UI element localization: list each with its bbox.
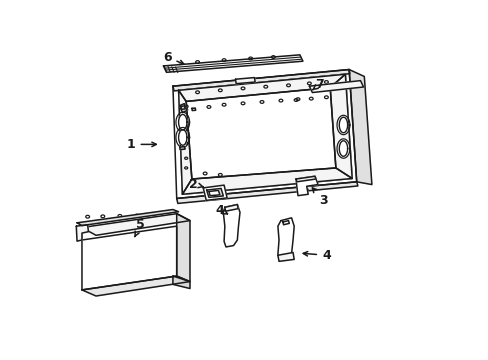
Text: 4: 4 <box>303 249 330 262</box>
Polygon shape <box>180 104 186 112</box>
Text: 1: 1 <box>126 138 156 151</box>
Polygon shape <box>348 69 371 185</box>
Polygon shape <box>181 106 184 109</box>
Polygon shape <box>191 108 195 111</box>
Polygon shape <box>206 188 223 197</box>
Polygon shape <box>77 210 178 226</box>
Polygon shape <box>296 176 315 182</box>
Polygon shape <box>296 176 317 195</box>
Polygon shape <box>339 117 347 133</box>
Polygon shape <box>82 214 189 235</box>
Polygon shape <box>329 74 351 179</box>
Polygon shape <box>163 55 302 72</box>
Polygon shape <box>180 147 184 150</box>
Text: 4: 4 <box>215 203 227 217</box>
Polygon shape <box>82 226 176 290</box>
Polygon shape <box>173 276 189 288</box>
Text: 5: 5 <box>135 218 145 237</box>
Polygon shape <box>223 204 240 247</box>
Polygon shape <box>224 204 238 211</box>
Polygon shape <box>309 81 363 93</box>
Polygon shape <box>178 114 186 130</box>
Polygon shape <box>178 74 351 194</box>
Text: 7: 7 <box>312 78 324 91</box>
Polygon shape <box>339 141 347 156</box>
Polygon shape <box>178 74 345 102</box>
Polygon shape <box>235 77 255 84</box>
Text: 6: 6 <box>163 50 183 64</box>
Polygon shape <box>277 252 294 261</box>
Polygon shape <box>277 218 294 260</box>
Text: 3: 3 <box>312 188 327 207</box>
Polygon shape <box>82 276 189 296</box>
Polygon shape <box>178 90 191 194</box>
Text: 2: 2 <box>188 177 203 190</box>
Polygon shape <box>203 185 226 201</box>
Polygon shape <box>282 221 289 225</box>
Polygon shape <box>182 168 351 194</box>
Polygon shape <box>173 69 356 198</box>
Polygon shape <box>208 190 220 195</box>
Polygon shape <box>176 182 357 203</box>
Polygon shape <box>176 214 189 282</box>
Polygon shape <box>178 130 186 145</box>
Polygon shape <box>76 225 88 241</box>
Polygon shape <box>186 87 335 179</box>
Polygon shape <box>173 69 349 91</box>
